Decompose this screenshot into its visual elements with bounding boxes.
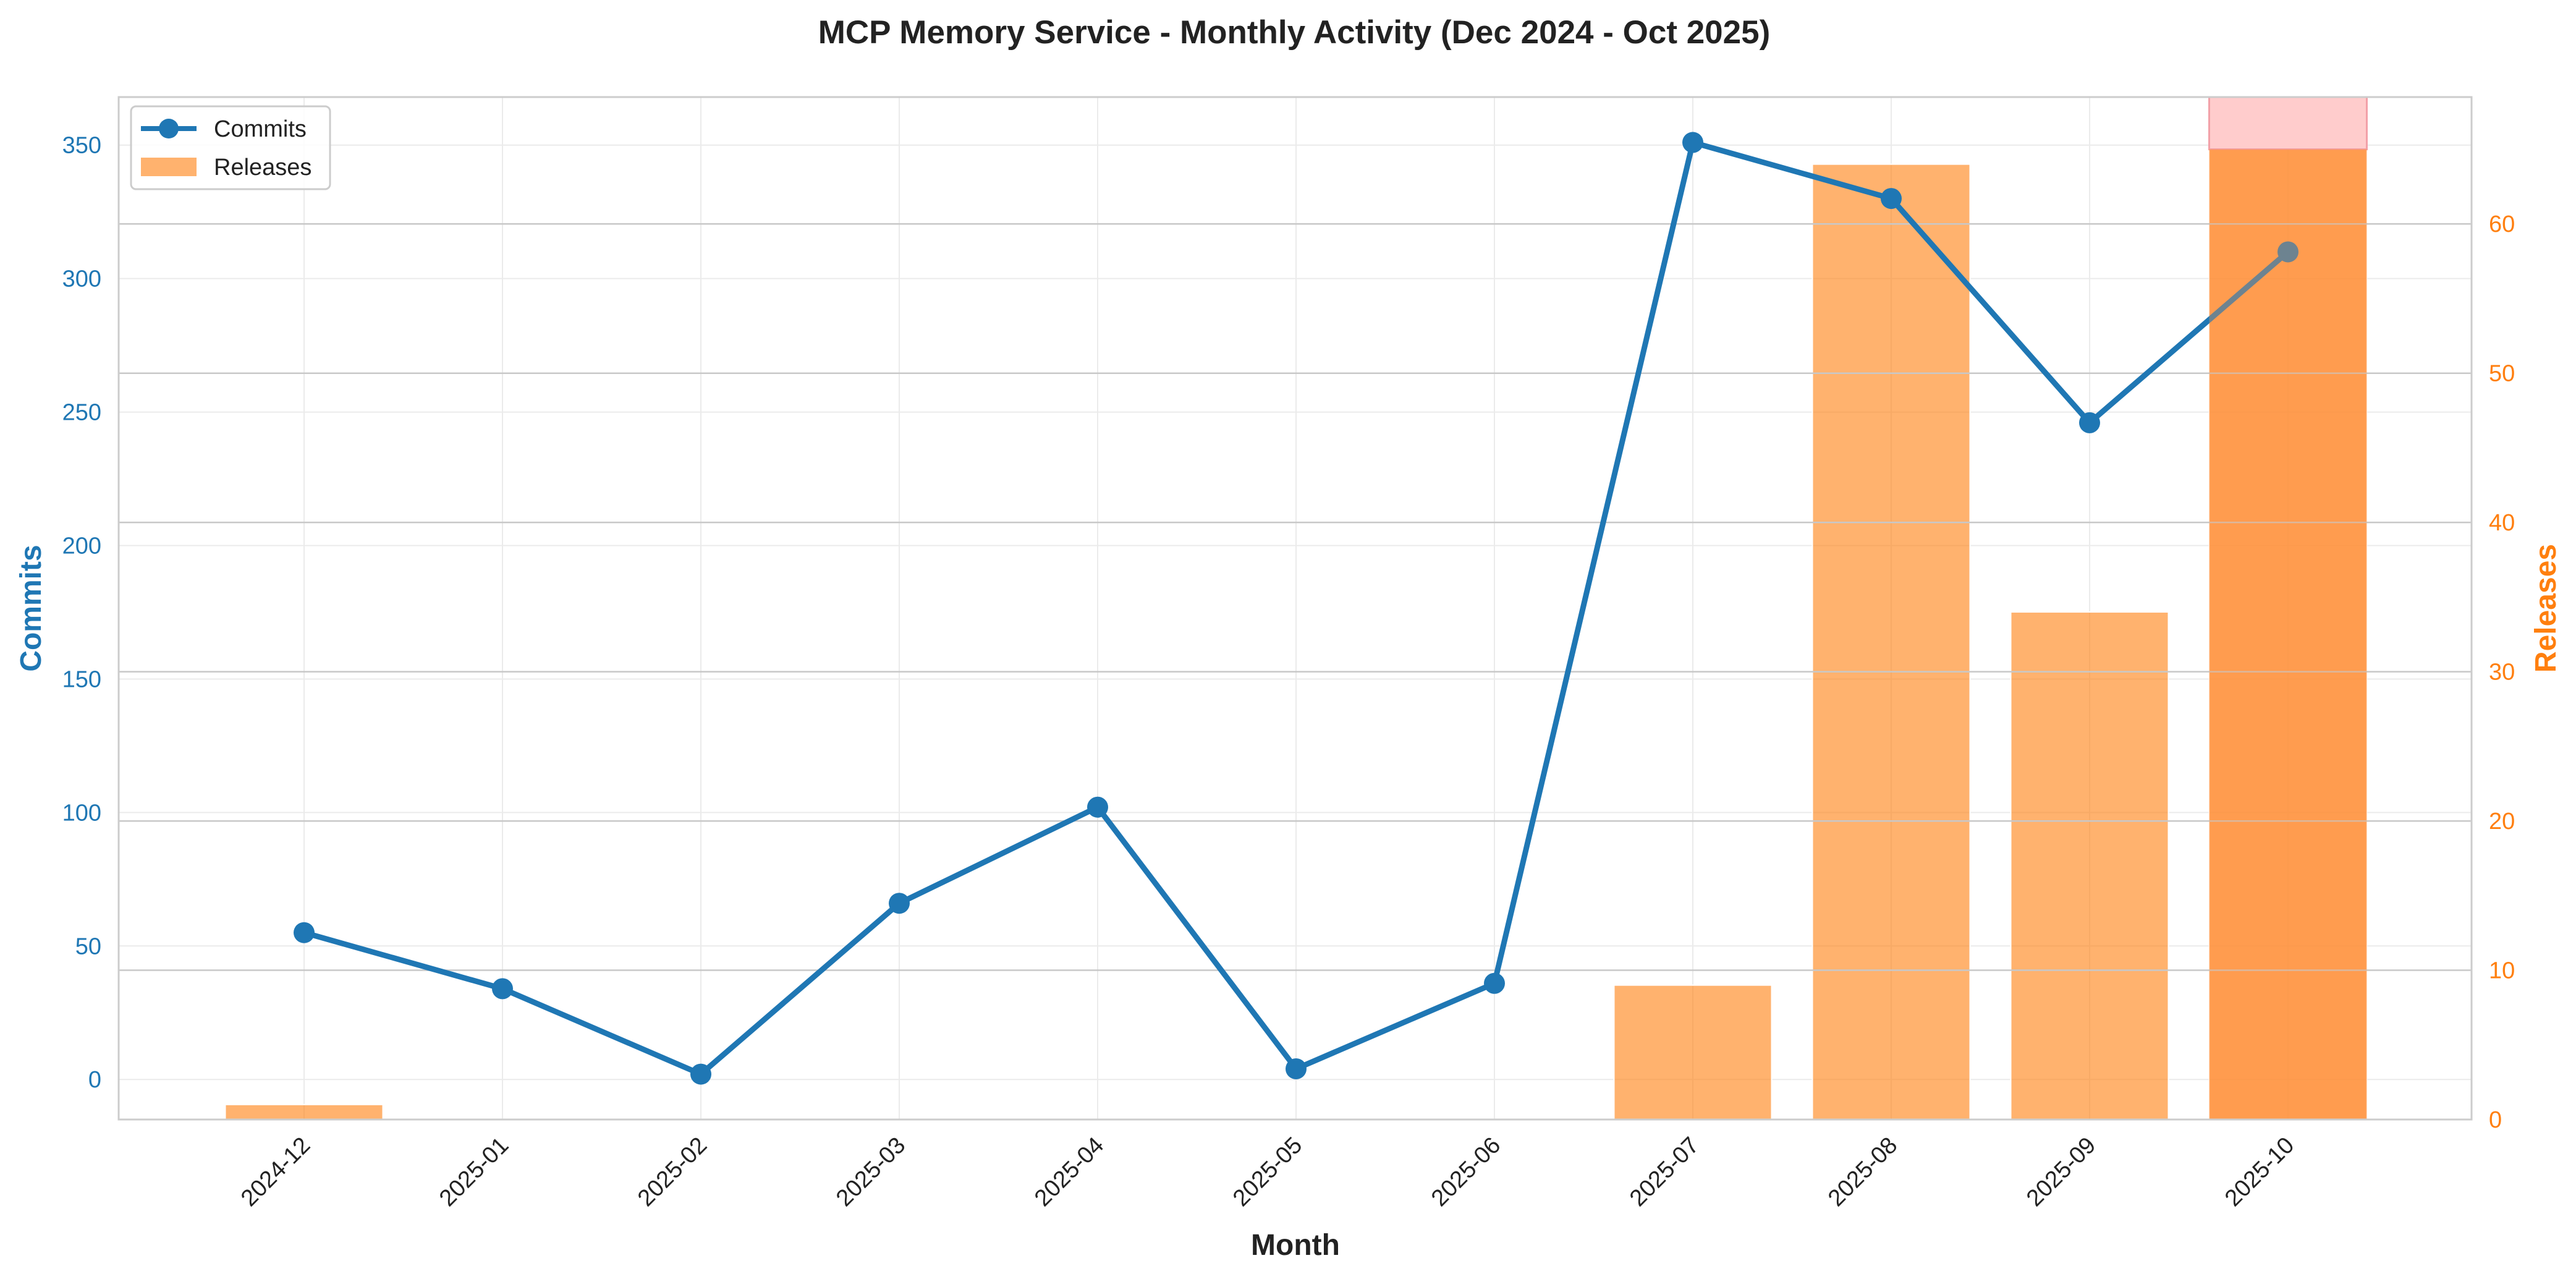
chart-title: MCP Memory Service - Monthly Activity (D… — [818, 14, 1771, 51]
left-tick-label: 50 — [75, 933, 101, 959]
right-axis-gridlines — [119, 223, 2472, 971]
right-tick-label: 0 — [2489, 1107, 2502, 1133]
highlight-overlay-2025-10 — [2209, 149, 2367, 1120]
legend-releases-label: Releases — [214, 155, 311, 181]
right-axis-title: Releases — [2530, 544, 2562, 673]
commit-point-2025-10 — [2277, 241, 2298, 263]
commit-point-2025-02 — [690, 1063, 711, 1085]
commit-point-2025-03 — [889, 893, 910, 914]
x-axis-title: Month — [1251, 1229, 1340, 1262]
right-tick-label: 60 — [2489, 211, 2515, 237]
right-tick-label: 40 — [2489, 510, 2515, 536]
commit-point-2025-04 — [1087, 796, 1108, 818]
commit-point-2025-06 — [1484, 972, 1505, 994]
release-bars — [224, 96, 2368, 1121]
commit-point-2025-09 — [2079, 412, 2100, 433]
commit-point-2025-08 — [1881, 188, 1902, 210]
left-tick-label: 150 — [62, 666, 101, 692]
legend-releases-swatch — [141, 158, 197, 176]
legend-commits-label: Commits — [214, 116, 307, 142]
highlight-tint-2025-10 — [2209, 149, 2367, 1120]
left-tick-label: 250 — [62, 400, 101, 426]
highlight-overflow-2025-10 — [2208, 96, 2368, 151]
commit-point-2025-07 — [1682, 132, 1703, 153]
left-axis-title: Commits — [15, 545, 48, 671]
commit-point-2024-12 — [294, 922, 315, 943]
plot-frame — [117, 96, 2473, 1121]
legend: Commits Releases — [130, 105, 331, 190]
release-bar-2025-08 — [1811, 163, 1971, 1120]
right-tick-label: 20 — [2489, 809, 2515, 835]
right-tick-label: 10 — [2489, 958, 2515, 984]
left-tick-label: 350 — [62, 133, 101, 159]
left-tick-label: 200 — [62, 533, 101, 559]
right-tick-label: 50 — [2489, 361, 2515, 387]
commit-point-2025-01 — [492, 978, 513, 1000]
release-bar-2025-07 — [1613, 984, 1773, 1121]
left-tick-label: 100 — [62, 800, 101, 826]
release-bar-2024-12 — [224, 1103, 384, 1120]
legend-commits-marker — [159, 119, 179, 138]
commit-point-2025-05 — [1286, 1058, 1307, 1079]
commits-line — [294, 132, 2367, 1120]
left-tick-label: 300 — [62, 266, 101, 292]
left-axis-ticks: 0 50 100 150 200 250 300 350 — [62, 133, 101, 1093]
right-tick-label: 30 — [2489, 660, 2515, 686]
left-tick-label: 0 — [88, 1067, 101, 1093]
right-axis-ticks: 0 10 20 30 40 50 60 — [2489, 211, 2515, 1133]
release-bar-2025-09 — [2010, 611, 2169, 1120]
